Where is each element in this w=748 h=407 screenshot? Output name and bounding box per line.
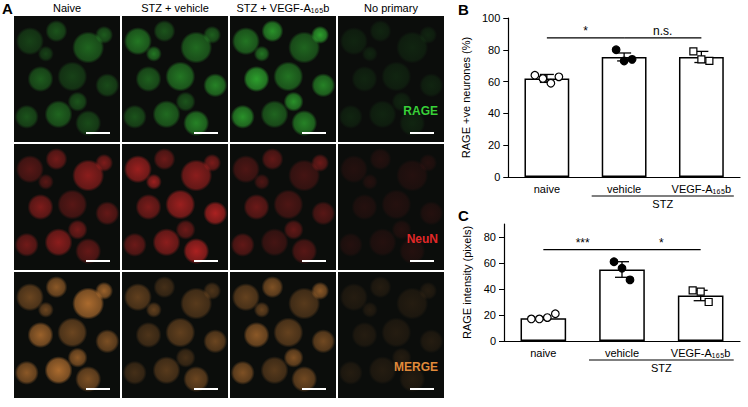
- svg-text:RAGE intensity (pixels): RAGE intensity (pixels): [461, 226, 473, 339]
- html-text:Naive: Naive: [52, 2, 82, 14]
- html-text:No primary: No primary: [364, 2, 418, 14]
- svg-text:60: 60: [484, 257, 496, 269]
- svg-text:0: 0: [494, 171, 500, 183]
- svg-text:STZ: STZ: [651, 362, 672, 374]
- svg-text:80: 80: [484, 231, 496, 243]
- svg-text:B: B: [458, 1, 469, 18]
- svg-text:n.s.: n.s.: [653, 24, 672, 38]
- svg-text:20: 20: [484, 309, 496, 321]
- svg-text:C: C: [458, 207, 469, 224]
- svg-text:*: *: [583, 24, 588, 38]
- svg-text:vehicle: vehicle: [605, 347, 639, 359]
- html-text:STZ + VEGF-A₁₆₅b: STZ + VEGF-A₁₆₅b: [236, 2, 330, 14]
- svg-text:VEGF-A₁₆₅b: VEGF-A₁₆₅b: [672, 183, 732, 195]
- svg-text:*: *: [659, 236, 664, 250]
- html-text:MERGE: MERGE: [394, 360, 438, 374]
- svg-text:***: ***: [576, 236, 590, 250]
- html-text:STZ + vehicle: STZ + vehicle: [141, 2, 209, 14]
- svg-text:20: 20: [488, 139, 500, 151]
- svg-text:80: 80: [488, 44, 500, 56]
- svg-text:0: 0: [490, 335, 496, 347]
- svg-text:VEGF-A₁₆₅b: VEGF-A₁₆₅b: [671, 347, 731, 359]
- svg-text:naive: naive: [530, 347, 556, 359]
- svg-text:STZ: STZ: [652, 198, 673, 210]
- svg-text:RAGE +ve neurones (%): RAGE +ve neurones (%): [460, 37, 472, 158]
- svg-text:40: 40: [488, 107, 500, 119]
- html-text:RAGE: RAGE: [403, 104, 438, 118]
- svg-text:40: 40: [484, 283, 496, 295]
- svg-text:vehicle: vehicle: [607, 183, 641, 195]
- svg-text:100: 100: [482, 12, 500, 24]
- svg-text:60: 60: [488, 76, 500, 88]
- html-text:NeuN: NeuN: [406, 232, 438, 246]
- svg-text:naive: naive: [534, 183, 560, 195]
- html-text:A: A: [2, 0, 13, 17]
